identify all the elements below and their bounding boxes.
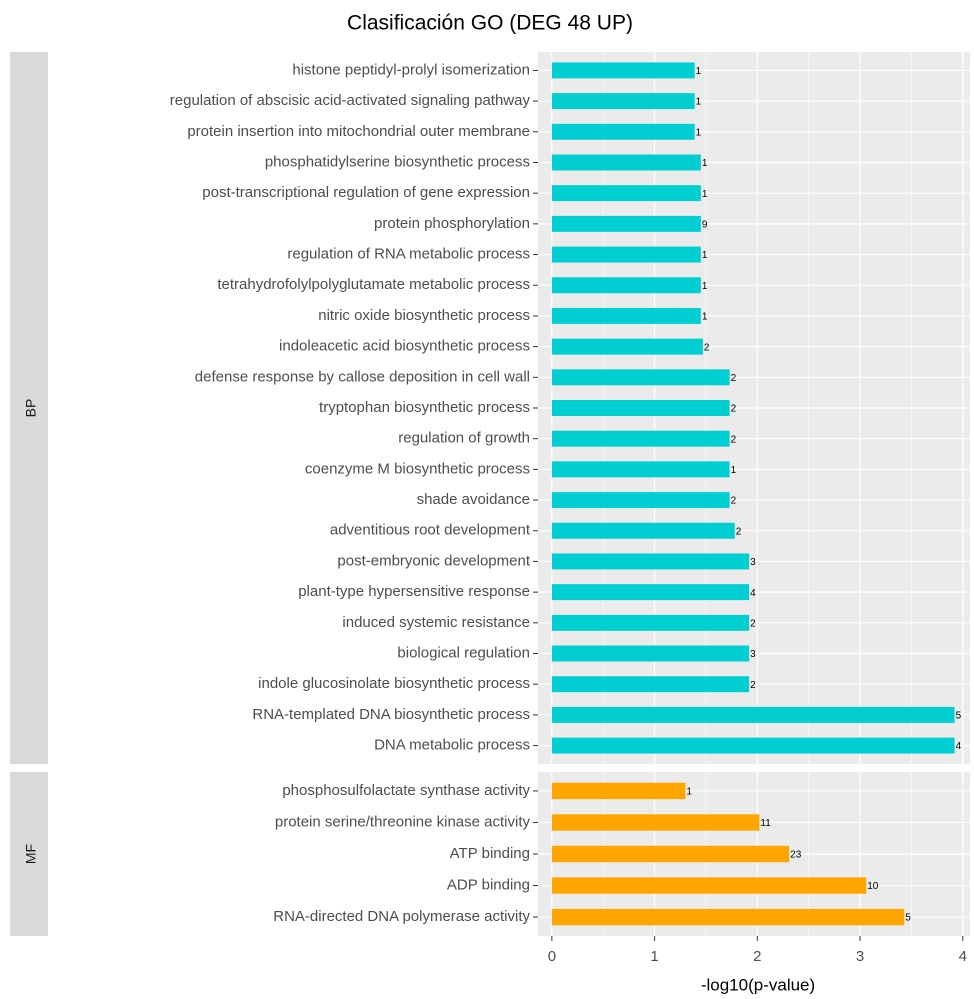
bar: [551, 584, 750, 601]
count-label: 9: [702, 220, 708, 231]
bar: [551, 62, 695, 79]
count-label: 1: [686, 787, 692, 798]
count-label: 2: [731, 404, 737, 415]
y-tick-label: defense response by callose deposition i…: [195, 368, 530, 385]
count-label: 1: [702, 158, 708, 169]
bar: [551, 645, 750, 662]
bar: [551, 154, 701, 171]
bar: [551, 93, 695, 110]
y-tick-label: phosphosulfolactate synthase activity: [282, 782, 530, 799]
y-tick-label: RNA-templated DNA biosynthetic process: [252, 706, 530, 723]
count-label: 1: [696, 66, 702, 77]
bar: [551, 338, 703, 355]
count-label: 1: [702, 189, 708, 200]
y-tick-label: DNA metabolic process: [374, 737, 530, 754]
count-label: 3: [750, 649, 756, 660]
y-tick-label: protein insertion into mitochondrial out…: [187, 123, 530, 140]
bar: [551, 845, 790, 863]
count-label: 1: [702, 281, 708, 292]
count-label: 11: [760, 818, 771, 829]
bar: [551, 185, 701, 202]
count-label: 23: [790, 850, 802, 861]
y-tick-label: post-embryonic development: [337, 552, 530, 569]
x-axis-label: -log10(p-value): [701, 975, 815, 994]
facet-strip: [10, 772, 48, 936]
y-tick-label: coenzyme M biosynthetic process: [305, 460, 530, 477]
bar: [551, 737, 955, 754]
bar: [551, 215, 701, 232]
y-tick-label: biological regulation: [397, 644, 530, 661]
bar: [551, 614, 750, 631]
y-tick-label: phosphatidylserine biosynthetic process: [265, 153, 530, 170]
bar: [551, 400, 730, 416]
y-tick-label: regulation of growth: [398, 430, 530, 447]
bar: [551, 492, 730, 509]
y-tick-label: protein serine/threonine kinase activity: [275, 813, 531, 830]
bar: [551, 123, 695, 140]
count-label: 2: [731, 434, 737, 445]
facet-strip-label: MF: [23, 844, 39, 864]
bar: [551, 307, 701, 324]
count-label: 2: [731, 373, 737, 384]
count-label: 4: [750, 588, 756, 599]
chart-title: Clasificación GO (DEG 48 UP): [347, 12, 633, 35]
count-label: 1: [696, 97, 702, 108]
count-label: 1: [702, 250, 708, 261]
count-label: 1: [696, 127, 702, 138]
x-tick-label: 2: [753, 948, 761, 965]
y-tick-label: histone peptidyl-prolyl isomerization: [292, 61, 530, 78]
bar: [551, 461, 730, 478]
count-label: 1: [731, 465, 737, 476]
x-tick-label: 3: [856, 948, 864, 965]
bar: [551, 553, 750, 570]
y-tick-label: adventitious root development: [330, 522, 531, 539]
y-tick-label: indoleacetic acid biosynthetic process: [279, 338, 530, 355]
count-label: 2: [736, 526, 742, 537]
y-tick-label: tryptophan biosynthetic process: [319, 399, 530, 416]
x-tick-label: 1: [650, 948, 658, 965]
y-tick-label: protein phosphorylation: [374, 215, 530, 232]
bar: [551, 877, 867, 894]
y-tick-label: nitric oxide biosynthetic process: [318, 307, 530, 324]
y-tick-label: shade avoidance: [417, 491, 530, 508]
y-tick-label: RNA-directed DNA polymerase activity: [273, 908, 530, 925]
count-label: 2: [704, 342, 710, 353]
y-tick-label: ATP binding: [450, 845, 530, 862]
bar: [551, 706, 955, 723]
count-label: 5: [956, 711, 962, 722]
y-tick-label: post-transcriptional regulation of gene …: [202, 184, 530, 201]
count-label: 1: [702, 312, 708, 323]
count-label: 2: [750, 680, 756, 691]
facet-strip: [10, 52, 48, 764]
bar: [551, 522, 735, 539]
bar: [551, 782, 686, 800]
y-tick-label: regulation of RNA metabolic process: [287, 246, 530, 263]
bar: [551, 908, 905, 926]
y-tick-label: indole glucosinolate biosynthetic proces…: [258, 675, 530, 692]
x-tick-label: 0: [548, 948, 556, 965]
bar: [551, 369, 730, 386]
bar: [551, 814, 760, 831]
x-tick-label: 4: [959, 948, 967, 965]
count-label: 2: [731, 496, 737, 507]
count-label: 3: [750, 557, 756, 568]
bar: [551, 246, 701, 263]
bar: [551, 676, 750, 693]
y-tick-label: plant-type hypersensitive response: [298, 583, 530, 600]
y-tick-label: regulation of abscisic acid-activated si…: [170, 92, 531, 109]
bar: [551, 277, 701, 294]
count-label: 2: [750, 618, 756, 629]
y-tick-label: induced systemic resistance: [342, 614, 530, 631]
y-tick-label: ADP binding: [447, 877, 530, 894]
count-label: 5: [905, 913, 911, 924]
facet-strip-label: BP: [23, 399, 39, 418]
bar: [551, 430, 730, 447]
count-label: 4: [956, 741, 962, 752]
count-label: 10: [867, 881, 879, 892]
y-tick-label: tetrahydrofolylpolyglutamate metabolic p…: [217, 276, 530, 293]
